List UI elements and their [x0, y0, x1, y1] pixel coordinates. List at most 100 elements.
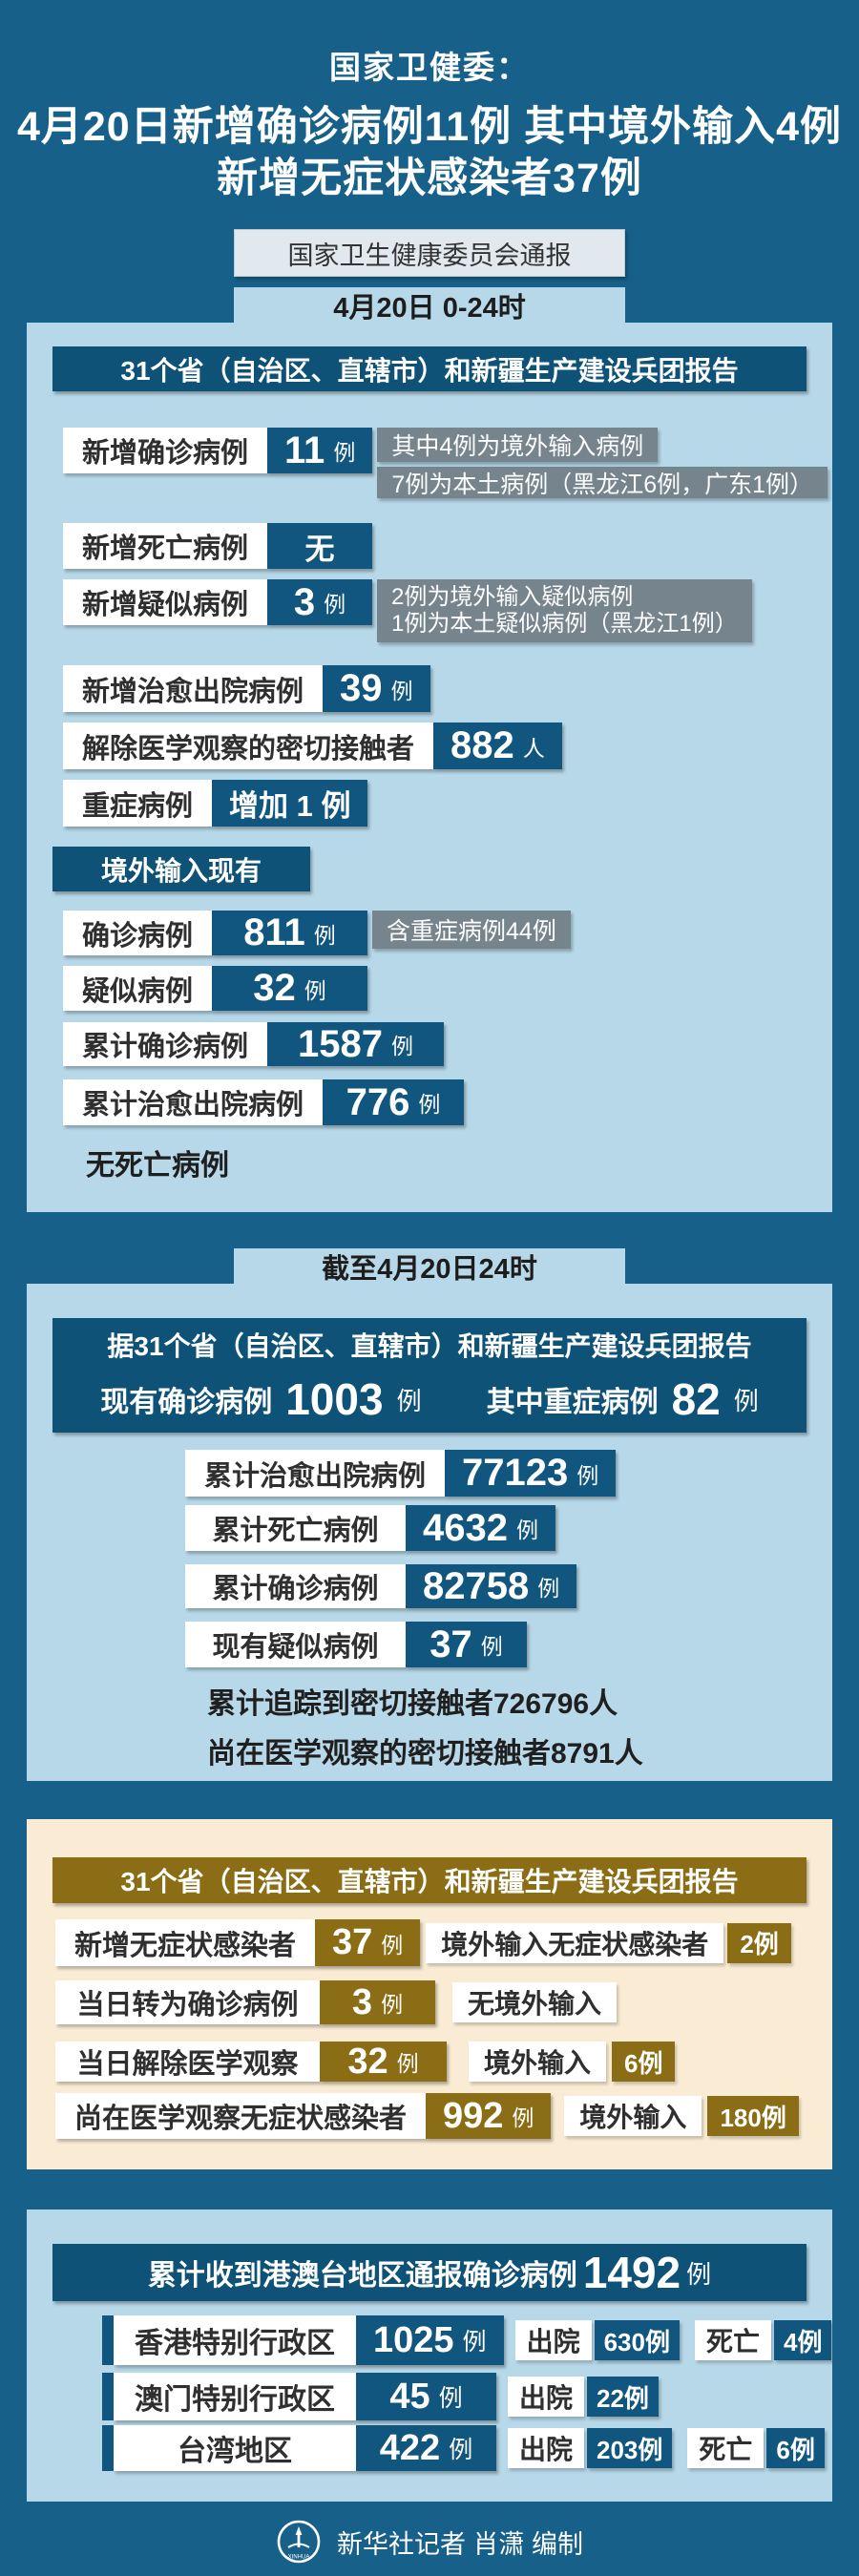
stat-label: 当日转为确诊病例 [55, 1980, 320, 2024]
stat-unit: 例 [537, 1576, 560, 1601]
kicker: 国家卫健委： [329, 50, 530, 85]
stat-label: 现有确诊病例 [100, 1387, 273, 1418]
stat-value-box: 811 例 [212, 911, 368, 955]
stat-unit: 例 [396, 2051, 419, 2076]
subheader-imported: 境外输入现有 [52, 847, 310, 891]
stat-label: 新增疑似病例 [63, 579, 268, 625]
stat-value: 3 [351, 1981, 373, 2022]
row-converted-confirmed: 当日转为确诊病例 3 例 无境外输入 [55, 1980, 832, 2024]
stat-value-box: 776 例 [323, 1079, 465, 1125]
tab-daily: 4月20日 0-24时 [234, 287, 625, 324]
stat-label: 新增死亡病例 [63, 523, 268, 569]
extra-value: 6例 [612, 2042, 676, 2082]
stat-value-box: 4632 例 [406, 1505, 555, 1551]
region-value: 422 [379, 2427, 441, 2468]
extra-label: 无境外输入 [452, 1982, 618, 2022]
stat-value: 992 [443, 2095, 504, 2136]
tab-cumulative: 截至4月20日24时 [234, 1248, 625, 1285]
stat-unit: 例 [324, 592, 346, 617]
discharge-label: 出院 [508, 2428, 585, 2468]
stat-value: 1587 [298, 1022, 383, 1065]
stat-label: 新增治愈出院病例 [63, 665, 324, 712]
region-value-box: 45 例 [356, 2373, 496, 2420]
stat-label: 新增无症状感染者 [55, 1919, 316, 1966]
footer: XINHUA 新华社记者 肖潇 编制 [0, 2519, 859, 2565]
accent-bar [102, 2315, 114, 2365]
extra-label: 境外输入 [469, 2042, 607, 2082]
stat-value: 82 [671, 1374, 721, 1424]
stat-value-box: 3 例 [267, 579, 373, 625]
stat-value-box: 39 例 [323, 665, 430, 712]
stat-note-line: 2例为境外输入疑似病例 [391, 584, 634, 610]
row-macao: 澳门特别行政区 45 例 出院 22例 [102, 2373, 832, 2420]
stat-note: 其中4例为境外输入病例 [377, 428, 659, 462]
accent-bar [102, 2373, 114, 2420]
row-new-suspected: 新增疑似病例 3 例 2例为境外输入疑似病例 1例为本土疑似病例（黑龙江1例） [63, 579, 832, 642]
cumulative-banner-stats: 现有确诊病例 1003 例 其中重症病例 82 例 [100, 1373, 759, 1425]
stat-value: 32 [253, 967, 296, 1009]
stat-unit: 例 [733, 1386, 759, 1415]
death-value: 4例 [773, 2320, 832, 2360]
stat-label: 累计确诊病例 [185, 1564, 406, 1608]
panel-cumulative: 据31个省（自治区、直辖市）和新疆生产建设兵团报告 现有确诊病例 1003 例 … [27, 1284, 832, 1781]
discharge-value: 203例 [587, 2428, 673, 2468]
stat-value: 无 [304, 532, 335, 566]
row-released-contacts: 解除医学观察的密切接触者 882 人 [63, 723, 832, 769]
stat-value-box: 882 人 [433, 723, 562, 769]
stat-unit: 例 [480, 1634, 503, 1659]
stat-unit: 例 [396, 1386, 422, 1415]
stat-label: 累计死亡病例 [185, 1505, 406, 1551]
stat-label: 解除医学观察的密切接触者 [63, 723, 434, 769]
stat-value-box: 992 例 [426, 2093, 552, 2139]
stat-note: 7例为本土病例（黑龙江6例，广东1例） [377, 467, 828, 498]
region-value-box: 1025 例 [356, 2315, 504, 2365]
stat-notes: 含重症病例44例 [372, 911, 571, 955]
stat-value: 77123 [462, 1452, 569, 1494]
panel-daily: 31个省（自治区、直辖市）和新疆生产建设兵团报告 新增确诊病例 11 例 其中4… [27, 323, 832, 1212]
stat-value-box: 77123 例 [445, 1450, 617, 1497]
stat-value: 3 [293, 580, 316, 623]
stat-unit: 例 [390, 678, 413, 703]
hmt-header-value: 1492 [582, 2248, 681, 2297]
region-value: 45 [389, 2376, 430, 2417]
extra-value: 2例 [727, 1922, 791, 1963]
stat-unit: 人 [522, 735, 545, 761]
extra-label: 境外输入 [564, 2096, 702, 2136]
region-label: 澳门特别行政区 [114, 2373, 356, 2420]
stat-label: 现有疑似病例 [185, 1622, 406, 1667]
stat-label: 重症病例 [63, 780, 213, 827]
stat-unit: 例 [515, 1518, 538, 1542]
stat-value-box: 11 例 [267, 428, 373, 473]
stat-unit: 例 [304, 977, 326, 1003]
extra-value: 180例 [707, 2096, 799, 2136]
cumulative-banner: 据31个省（自治区、直辖市）和新疆生产建设兵团报告 现有确诊病例 1003 例 … [52, 1318, 807, 1433]
region-unit: 例 [438, 2385, 463, 2412]
stat-label: 尚在医学观察无症状感染者 [55, 2093, 427, 2139]
region-unit: 例 [462, 2329, 487, 2356]
stat-value: 增加 1 例 [229, 789, 351, 823]
stat-unit: 例 [418, 1092, 441, 1117]
stat-note: 2例为境外输入疑似病例 1例为本土疑似病例（黑龙江1例） [377, 579, 752, 642]
stat-note-line: 1例为本土疑似病例（黑龙江1例） [391, 611, 738, 637]
stat-unit: 例 [391, 1034, 413, 1058]
row-new-confirmed: 新增确诊病例 11 例 其中4例为境外输入病例 7例为本土病例（黑龙江6例，广东… [63, 428, 832, 498]
region-unit: 例 [449, 2437, 473, 2463]
stat-value: 11 [284, 429, 325, 471]
stat-value-box: 37 例 [315, 1919, 421, 1966]
death-label: 死亡 [694, 2320, 771, 2360]
stat-value: 82758 [423, 1564, 530, 1607]
row-cum-confirmed: 累计确诊病例 82758 例 [185, 1564, 832, 1608]
daily-banner: 31个省（自治区、直辖市）和新疆生产建设兵团报告 [52, 346, 807, 391]
stat-value: 37 [430, 1623, 472, 1665]
stat-value: 1003 [285, 1374, 384, 1424]
xinhua-logo-text: XINHUA [288, 2555, 310, 2561]
title-line-2: 新增无症状感染者37例 [217, 156, 642, 201]
source-badge: 国家卫生健康委员会通报 [234, 229, 625, 277]
stat-label: 疑似病例 [63, 966, 213, 1011]
stat-notes: 2例为境外输入疑似病例 1例为本土疑似病例（黑龙江1例） [377, 579, 752, 642]
row-released-observation: 当日解除医学观察 32 例 境外输入 6例 [55, 2042, 832, 2082]
row-new-cured: 新增治愈出院病例 39 例 [63, 665, 832, 712]
no-deaths-note: 无死亡病例 [86, 1150, 229, 1182]
row-cum-deaths: 累计死亡病例 4632 例 [185, 1505, 832, 1551]
